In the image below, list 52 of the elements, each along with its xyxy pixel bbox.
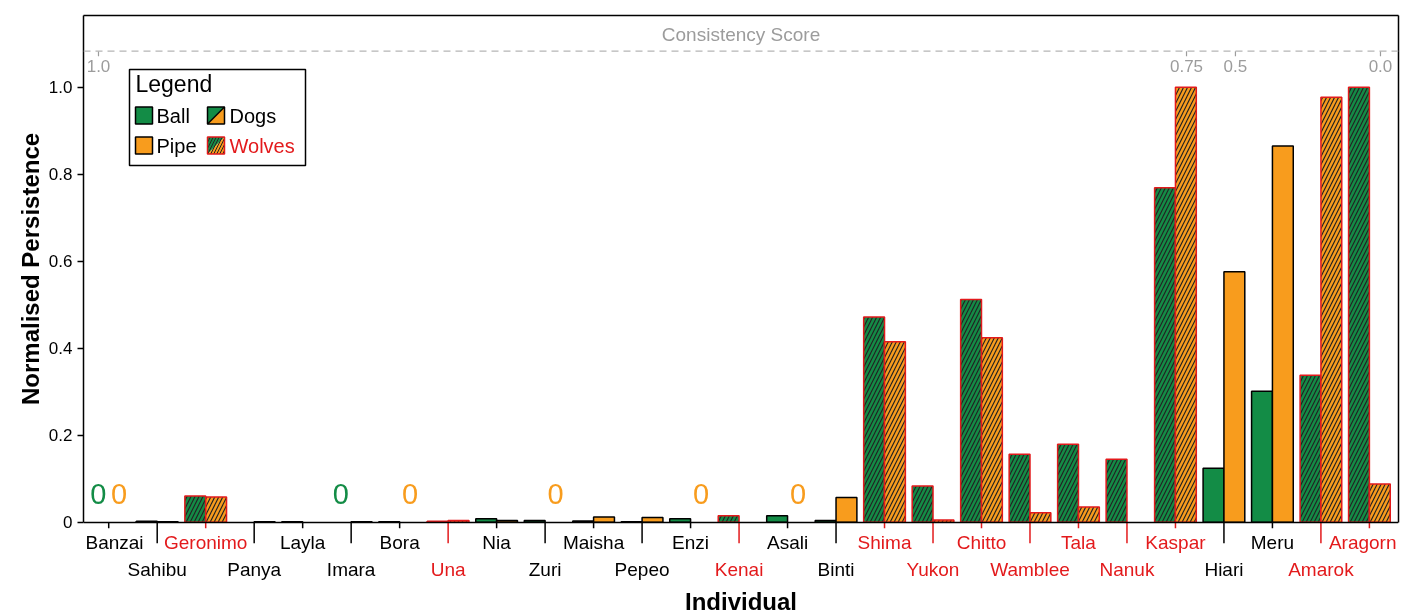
data-label: 0 — [692, 478, 710, 511]
y-axis-title: Normalised Persistence — [16, 132, 44, 406]
y-tick-label: 0.4 — [48, 339, 73, 359]
x-tick-label: Banzai — [85, 532, 144, 553]
y-tick-label: 0.2 — [48, 426, 73, 446]
x-tick-label: Shima — [857, 532, 912, 553]
annotation: 1.0 — [86, 57, 111, 77]
x-tick-label: Maisha — [562, 532, 625, 553]
annotation: 0.0 — [1368, 57, 1393, 77]
x-tick-label: Kaspar — [1145, 532, 1207, 553]
x-tick-label: Enzi — [672, 532, 710, 553]
x-tick-label: Wamblee — [990, 559, 1070, 580]
x-tick-label: Nanuk — [1099, 559, 1155, 580]
x-tick-label: Aragorn — [1328, 532, 1397, 553]
legend-label: Ball — [156, 104, 190, 127]
x-tick-label: Hiari — [1204, 559, 1244, 580]
x-tick-label: Chitto — [956, 532, 1007, 553]
data-label: 0 — [789, 478, 807, 511]
x-tick-label: Pepeo — [614, 559, 670, 580]
y-tick-label: 0 — [63, 513, 73, 533]
x-tick-label: Layla — [279, 532, 326, 553]
x-tick-label: Una — [430, 559, 466, 580]
x-tick-label: Amarok — [1288, 559, 1355, 580]
y-tick-label: 1.0 — [48, 78, 73, 98]
x-tick-label: Nia — [482, 532, 512, 553]
data-label: 0 — [332, 478, 349, 511]
y-tick-label: 0.8 — [48, 165, 73, 185]
x-tick-label: Sahibu — [127, 559, 187, 580]
legend-label: Wolves — [229, 134, 295, 157]
ref-line-label: Consistency Score — [661, 23, 821, 45]
annotation: 0.75 — [1169, 57, 1204, 77]
data-label: 0 — [402, 478, 419, 511]
x-tick-label: Zuri — [528, 559, 562, 580]
x-axis-title: Individual — [685, 587, 798, 615]
x-tick-label: Meru — [1250, 532, 1295, 553]
x-tick-label: Bora — [379, 532, 421, 553]
annotation: Dogs — [229, 104, 277, 127]
x-tick-label: Tala — [1061, 532, 1097, 553]
x-tick-label: Geronimo — [163, 532, 248, 553]
x-tick-label: Asali — [766, 532, 809, 553]
y-tick-label: 0.6 — [48, 252, 73, 272]
x-tick-label: Binti — [817, 559, 855, 580]
x-tick-label: Kenai — [714, 559, 764, 580]
x-tick-label: Panya — [227, 559, 282, 580]
data-label: 0 — [90, 478, 107, 511]
x-tick-label: Imara — [326, 559, 376, 580]
x-tick-label: Yukon — [906, 559, 960, 580]
annotation: 0.5 — [1223, 57, 1248, 77]
data-label: 0 — [111, 478, 128, 511]
legend-title: Legend — [135, 70, 213, 97]
legend-label: Pipe — [156, 134, 197, 157]
data-label: 0 — [547, 478, 564, 511]
